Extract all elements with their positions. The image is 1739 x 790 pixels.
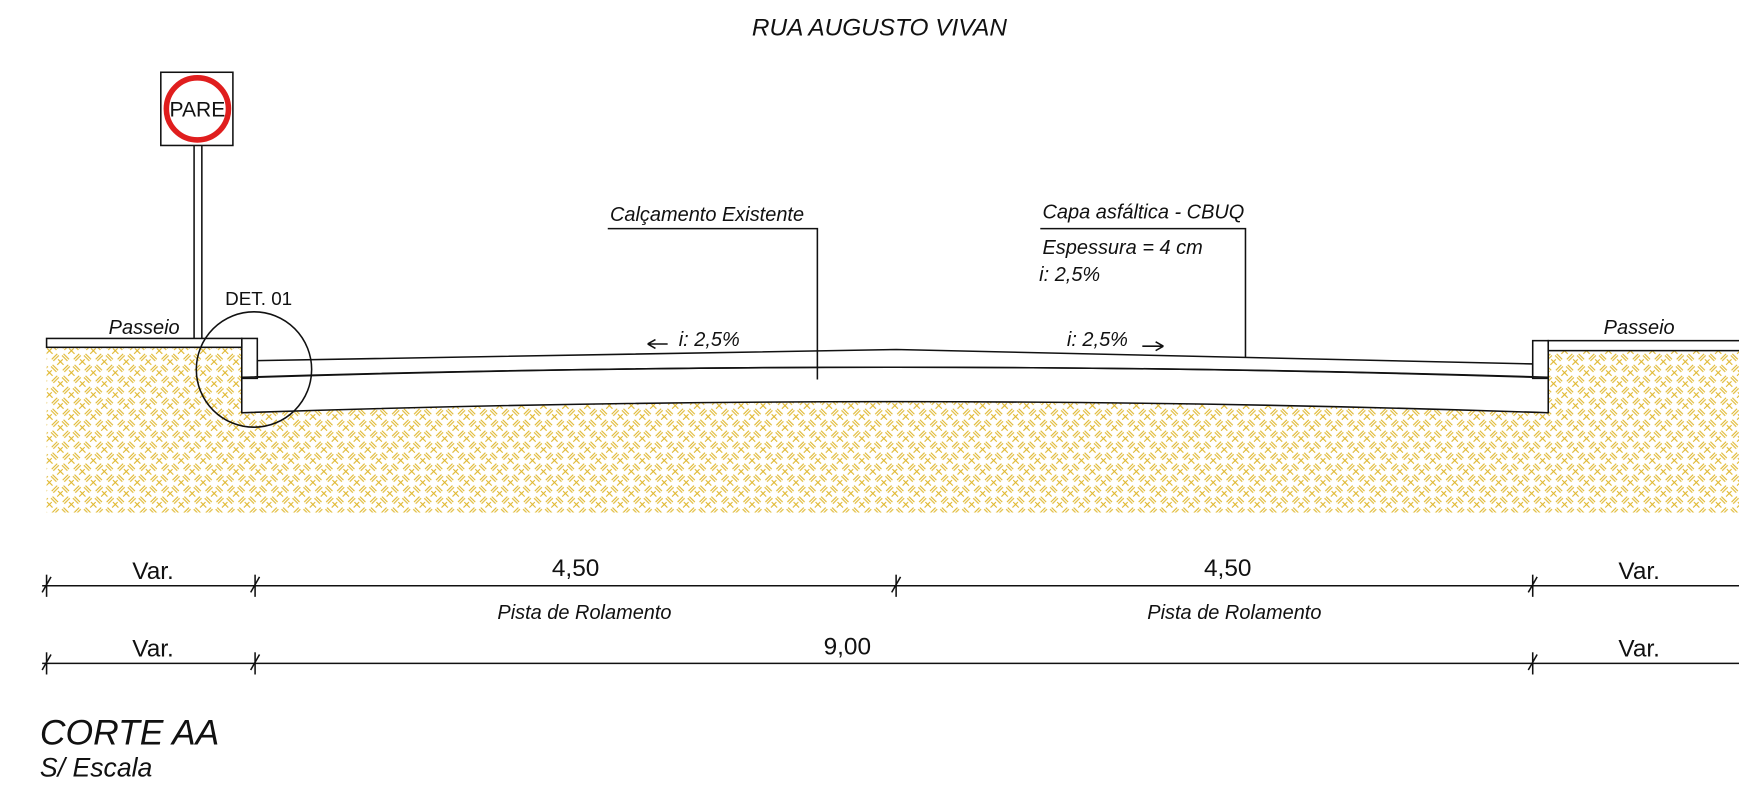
sign-text: PARE [170, 99, 226, 122]
dimension-label: Pista de Rolamento [1147, 602, 1321, 624]
drawing: RUA AUGUSTO VIVAN PARE DET. 01 Passeio P… [0, 0, 1739, 790]
section-subtitle: S/ Escala [40, 753, 152, 783]
dimension-ticks [42, 577, 1537, 593]
leader-line [608, 229, 818, 380]
annotation: Capa asfáltica - CBUQ [1043, 202, 1245, 224]
annotation: Calçamento Existente [610, 204, 804, 226]
sidewalk-label: Passeio [109, 317, 180, 339]
annotation: i: 2,5% [1039, 264, 1100, 286]
section-title: CORTE AA [40, 712, 219, 752]
slope-label: i: 2,5% [1067, 329, 1128, 351]
dimension-ticks [42, 655, 1537, 671]
dimension-value: 4,50 [1204, 555, 1251, 582]
dimension-value: Var. [132, 558, 174, 585]
asphalt-layer [257, 350, 1532, 378]
annotation: Espessura = 4 cm [1043, 237, 1203, 259]
dimension-label: Pista de Rolamento [497, 602, 671, 624]
curb-right [1533, 341, 1549, 379]
drawing-title: RUA AUGUSTO VIVAN [752, 15, 1007, 42]
dimension-value: Var. [1618, 636, 1660, 663]
slope-arrow [1142, 342, 1163, 351]
detail-label: DET. 01 [225, 288, 292, 309]
page: {"title": "RUA AUGUSTO VIVAN", "sign": "… [0, 0, 1739, 790]
sidewalk-right [1548, 341, 1739, 351]
dimension-value: 9,00 [824, 634, 871, 661]
slope-arrow [648, 340, 668, 349]
soil [47, 347, 1739, 512]
dimension-value: 4,50 [552, 555, 599, 582]
dimension-value: Var. [1618, 558, 1660, 585]
sidewalk-label: Passeio [1604, 317, 1675, 339]
sidewalk-left [47, 338, 242, 347]
slope-label: i: 2,5% [679, 329, 740, 351]
curb-left [242, 338, 258, 378]
dimension-value: Var. [132, 636, 174, 663]
